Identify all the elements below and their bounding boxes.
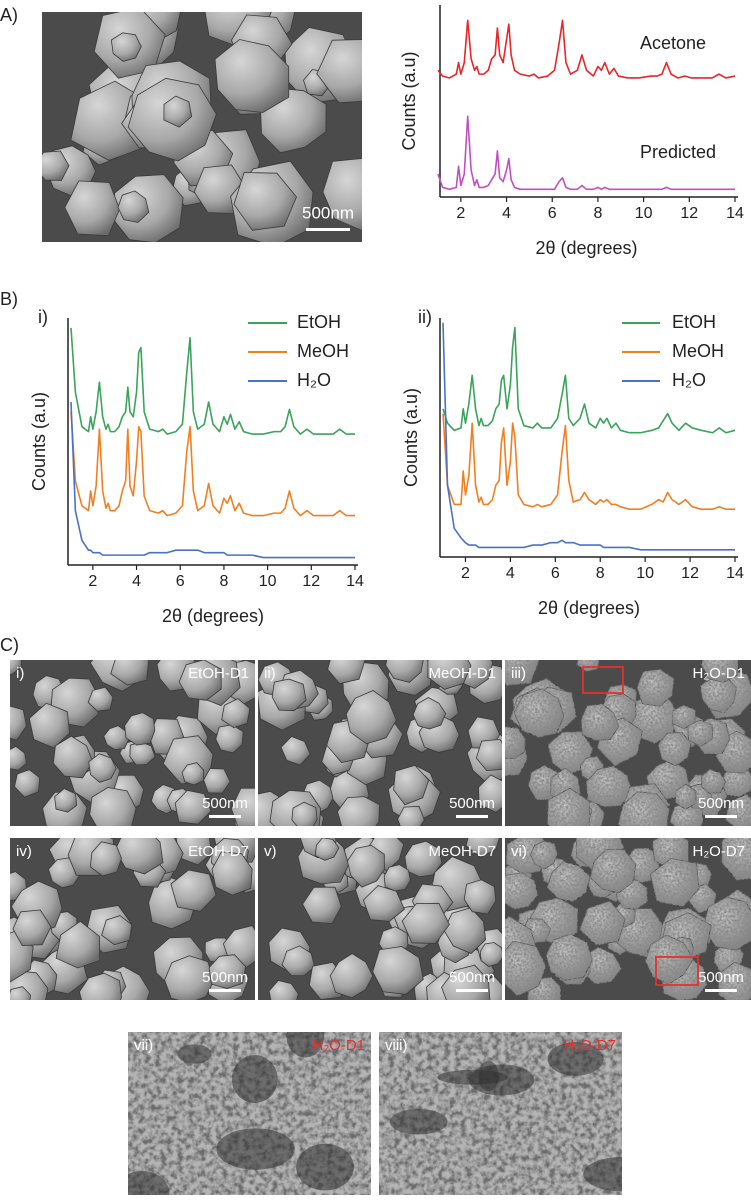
x-tick-label: 8 [596, 565, 605, 582]
y-axis-label: Counts (a.u) [29, 392, 49, 491]
y-axis-label: Counts (a.u) [401, 388, 421, 487]
x-tick-label: 10 [635, 205, 653, 222]
x-tick-label: 4 [502, 205, 511, 222]
sample-label: H₂O-D7 [564, 1037, 617, 1054]
x-tick-label: 6 [548, 205, 557, 222]
image-label: viii) [385, 1037, 408, 1054]
scale-bar [306, 228, 350, 231]
legend-label: H₂O [297, 370, 331, 390]
sample-label: MeOH-D7 [428, 843, 496, 860]
shadow [232, 1055, 278, 1103]
x-tick-label: 2 [88, 573, 97, 590]
shadow [216, 1128, 294, 1169]
legend-label: H₂O [672, 370, 706, 390]
image-label: ii) [264, 665, 276, 682]
sample-label: H₂O-D1 [313, 1037, 366, 1054]
scale-bar [209, 989, 241, 992]
particle [338, 797, 380, 838]
image-label: vi) [511, 843, 527, 860]
scale-bar-label: 500nm [202, 795, 248, 812]
x-axis-label: 2θ (degrees) [535, 238, 637, 258]
image-label: iii) [511, 665, 526, 682]
legend-label: MeOH [672, 341, 724, 361]
scale-bar [705, 989, 737, 992]
x-axis-label: 2θ (degrees) [538, 598, 640, 618]
x-tick-label: 2 [461, 565, 470, 582]
panel-label: C) [0, 635, 19, 655]
x-tick-label: 10 [259, 573, 277, 590]
scale-bar-label: 500nm [698, 969, 744, 986]
x-tick-label: 12 [681, 565, 699, 582]
legend-label: MeOH [297, 341, 349, 361]
scale-bar [209, 815, 241, 818]
shadow [390, 1109, 448, 1135]
x-tick-label: 4 [506, 565, 515, 582]
image-label: v) [264, 843, 277, 860]
scale-bar-label: 500nm [302, 203, 354, 222]
image-label: vii) [134, 1037, 153, 1054]
particle [90, 788, 136, 838]
image-label: iv) [16, 843, 32, 860]
shadow [469, 1064, 535, 1095]
scale-bar-label: 500nm [449, 969, 495, 986]
subplot-label: i) [38, 307, 48, 327]
scale-bar-label: 500nm [449, 795, 495, 812]
x-tick-label: 4 [132, 573, 141, 590]
sample-label: H₂O-D7 [693, 843, 746, 860]
x-tick-label: 12 [680, 205, 698, 222]
x-tick-label: 14 [726, 565, 744, 582]
subplot-label: ii) [418, 307, 432, 327]
series-label: Predicted [640, 142, 716, 162]
x-tick-label: 14 [726, 205, 744, 222]
series-line [71, 412, 355, 516]
scale-bar-label: 500nm [698, 795, 744, 812]
legend-label: EtOH [672, 312, 716, 332]
x-tick-label: 2 [456, 205, 465, 222]
panel-label: B) [0, 289, 18, 309]
x-tick-label: 12 [302, 573, 320, 590]
sample-label: MeOH-D1 [428, 665, 496, 682]
x-tick-label: 14 [346, 573, 364, 590]
x-tick-label: 10 [636, 565, 654, 582]
shadow [296, 1144, 354, 1191]
sample-label: EtOH-D1 [188, 665, 249, 682]
scale-bar [456, 815, 488, 818]
shadow [177, 1044, 211, 1063]
scale-bar-label: 500nm [202, 969, 248, 986]
x-axis-label: 2θ (degrees) [162, 606, 264, 626]
particle [292, 802, 317, 830]
sample-label: EtOH-D7 [188, 843, 249, 860]
scale-bar [705, 815, 737, 818]
panel-label: A) [0, 5, 18, 25]
x-tick-label: 8 [593, 205, 602, 222]
x-tick-label: 8 [219, 573, 228, 590]
series-label: Acetone [640, 33, 706, 53]
image-label: i) [16, 665, 24, 682]
x-tick-label: 6 [176, 573, 185, 590]
scale-bar [456, 989, 488, 992]
legend-label: EtOH [297, 312, 341, 332]
sample-label: H₂O-D1 [693, 665, 746, 682]
x-tick-label: 6 [551, 565, 560, 582]
y-axis-label: Counts (a.u) [399, 51, 419, 150]
sem-image [379, 1032, 659, 1195]
shadow [583, 1157, 659, 1191]
particle [384, 865, 410, 891]
